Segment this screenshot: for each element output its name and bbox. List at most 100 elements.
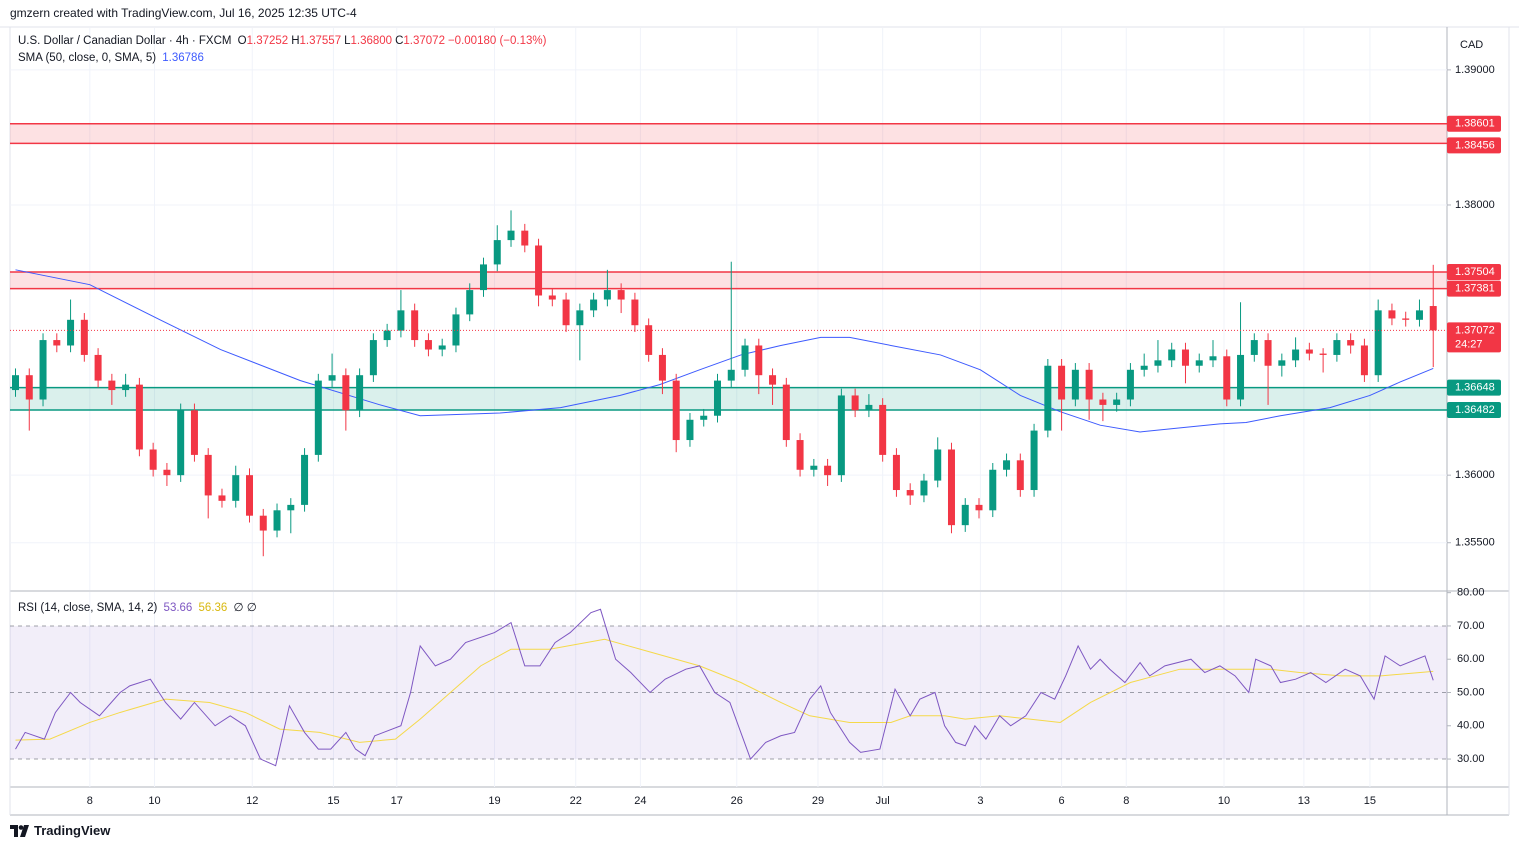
x-tick-label: 8 bbox=[1123, 795, 1129, 807]
candle-body bbox=[865, 404, 873, 411]
candle-body bbox=[1016, 460, 1024, 491]
candle-body bbox=[12, 375, 20, 391]
y-tick-label: 1.35500 bbox=[1455, 537, 1495, 549]
zone bbox=[10, 123, 1447, 144]
zone-label: 1.36482 bbox=[1455, 404, 1495, 416]
candle-body bbox=[590, 299, 598, 311]
rsi-legend: RSI (14, close, SMA, 14, 2) 53.66 56.36 … bbox=[18, 600, 260, 614]
candle-body bbox=[1085, 369, 1093, 400]
candle-body bbox=[218, 495, 226, 501]
candle-body bbox=[438, 345, 446, 350]
rsi-band bbox=[10, 625, 1447, 760]
candle-body bbox=[479, 264, 487, 291]
candle-body bbox=[1195, 360, 1203, 366]
change: −0.00180 (−0.13%) bbox=[447, 35, 547, 47]
x-tick-label: 6 bbox=[1059, 795, 1065, 807]
zone-label: 1.38456 bbox=[1455, 139, 1495, 151]
x-tick-label: 15 bbox=[1364, 795, 1376, 807]
candle-body bbox=[1237, 354, 1245, 400]
rsi-label: RSI (14, close, SMA, 14, 2) bbox=[18, 602, 158, 614]
y-tick-label: 1.38000 bbox=[1455, 199, 1495, 211]
candle-body bbox=[796, 440, 804, 470]
candle-body bbox=[1113, 399, 1121, 405]
candle-body bbox=[232, 475, 240, 501]
footer-logo: TradingView bbox=[10, 823, 110, 838]
rsi-extra: ∅ ∅ bbox=[233, 602, 257, 614]
candle-body bbox=[658, 354, 666, 381]
rsi-tick-label: 40.00 bbox=[1457, 720, 1485, 732]
candle-body bbox=[617, 290, 625, 300]
candle-body bbox=[1347, 340, 1355, 346]
candle-body bbox=[521, 230, 529, 246]
candle-body bbox=[810, 465, 818, 470]
candle-body bbox=[1319, 353, 1327, 355]
candle-body bbox=[1168, 349, 1176, 361]
candle-body bbox=[1209, 356, 1217, 361]
candle-body bbox=[851, 395, 859, 411]
candle-body bbox=[94, 354, 102, 381]
rsi-tick-label: 80.00 bbox=[1457, 587, 1485, 599]
sma-value: 1.36786 bbox=[162, 52, 204, 64]
ohlc-key: O bbox=[237, 35, 247, 47]
candle-body bbox=[1099, 399, 1107, 405]
candle-body bbox=[769, 375, 777, 385]
sma-label: SMA (50, close, 0, SMA, 5) bbox=[18, 52, 157, 64]
x-tick-label: 24 bbox=[634, 795, 646, 807]
zone-label-box bbox=[1447, 263, 1501, 280]
candle-body bbox=[259, 515, 267, 531]
candle-body bbox=[631, 299, 639, 326]
rsi-value: 53.66 bbox=[163, 602, 193, 614]
candle-body bbox=[1003, 460, 1011, 470]
candle-body bbox=[535, 245, 543, 296]
rsi-tick-label: 60.00 bbox=[1457, 653, 1485, 665]
rsi-tick-label: 50.00 bbox=[1457, 686, 1485, 698]
x-tick-label: 26 bbox=[731, 795, 743, 807]
candle-body bbox=[356, 375, 364, 411]
candle-body bbox=[67, 319, 75, 346]
candle-body bbox=[713, 380, 721, 416]
candle-body bbox=[39, 340, 47, 400]
ohlc-value: 1.36800 bbox=[350, 35, 393, 47]
x-tick-label: 13 bbox=[1298, 795, 1310, 807]
y-tick-label: 1.39000 bbox=[1455, 64, 1495, 76]
currency: CAD bbox=[1460, 39, 1483, 51]
ohlc-value: 1.37252 bbox=[246, 35, 289, 47]
candle-body bbox=[1388, 310, 1396, 319]
candle-body bbox=[466, 290, 474, 315]
candle-body bbox=[287, 504, 295, 511]
candle-body bbox=[328, 375, 336, 381]
candle-body bbox=[975, 504, 983, 511]
zone-label: 1.36648 bbox=[1455, 382, 1495, 394]
ohlc-key: H bbox=[291, 35, 300, 47]
candle-body bbox=[934, 449, 942, 481]
candle-body bbox=[1402, 318, 1410, 320]
zone-label-box bbox=[1447, 379, 1501, 396]
rsi-ma-line bbox=[15, 638, 1434, 743]
logo-icon bbox=[10, 824, 29, 837]
x-tick-label: 17 bbox=[391, 795, 403, 807]
x-tick-label: 8 bbox=[87, 795, 93, 807]
rsi-tick-label: 70.00 bbox=[1457, 620, 1485, 632]
x-tick-label: Jul bbox=[876, 795, 890, 807]
candle-body bbox=[53, 340, 61, 346]
zone-label: 1.37381 bbox=[1455, 283, 1495, 295]
candle-body bbox=[961, 504, 969, 526]
ohlc-value: 1.37557 bbox=[299, 35, 342, 47]
candle-body bbox=[246, 475, 253, 516]
x-tick-label: 15 bbox=[327, 795, 339, 807]
ohlc-value: 1.37072 bbox=[403, 35, 445, 47]
footer-text: TradingView bbox=[34, 823, 111, 838]
candle-body bbox=[920, 480, 928, 496]
candle-body bbox=[1374, 310, 1382, 376]
candle-body bbox=[177, 410, 185, 476]
candle-body bbox=[755, 345, 763, 376]
candle-body bbox=[947, 449, 955, 526]
countdown: 24:27 bbox=[1455, 338, 1483, 350]
candle-body bbox=[1429, 306, 1437, 331]
candle-body bbox=[1126, 369, 1134, 400]
candle-body bbox=[1071, 369, 1079, 400]
x-tick-label: 19 bbox=[488, 795, 500, 807]
